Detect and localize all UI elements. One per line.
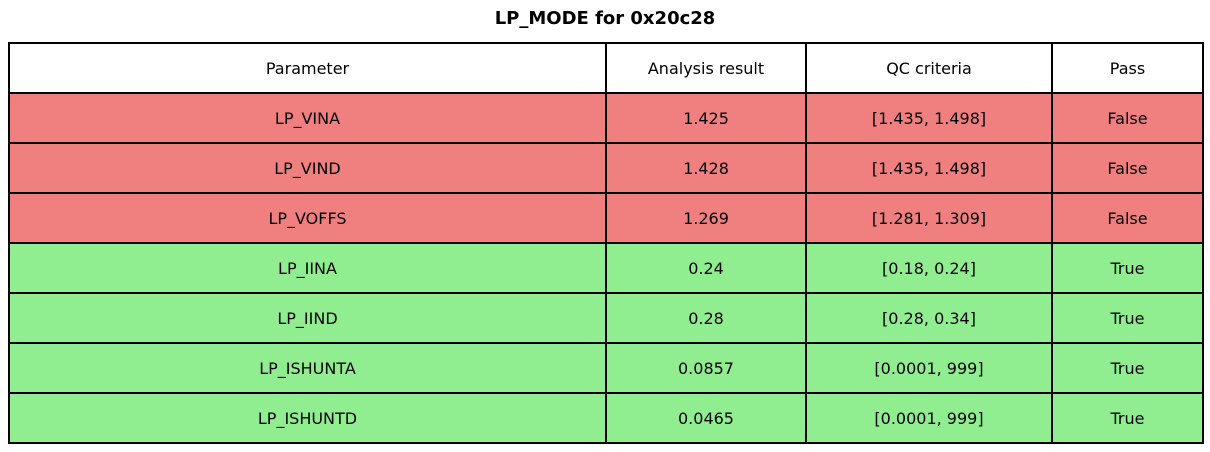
column-header-analysis-result: Analysis result — [605, 42, 807, 94]
cell-pass: False — [1051, 142, 1204, 194]
cell-analysis-result: 1.269 — [605, 192, 807, 244]
cell-qc-criteria: [0.0001, 999] — [805, 342, 1053, 394]
cell-qc-criteria: [1.435, 1.498] — [805, 142, 1053, 194]
table-header-row: Parameter Analysis result QC criteria Pa… — [8, 42, 1204, 94]
cell-analysis-result: 0.0465 — [605, 392, 807, 444]
table-row: LP_ISHUNTD 0.0465 [0.0001, 999] True — [8, 392, 1204, 444]
cell-parameter: LP_IINA — [8, 242, 607, 294]
cell-pass: True — [1051, 292, 1204, 344]
cell-pass: True — [1051, 242, 1204, 294]
cell-pass: True — [1051, 392, 1204, 444]
cell-parameter: LP_VIND — [8, 142, 607, 194]
column-header-qc-criteria: QC criteria — [805, 42, 1053, 94]
column-header-parameter: Parameter — [8, 42, 607, 94]
qc-results-table: Parameter Analysis result QC criteria Pa… — [8, 42, 1204, 444]
cell-qc-criteria: [0.18, 0.24] — [805, 242, 1053, 294]
cell-parameter: LP_VINA — [8, 92, 607, 144]
cell-analysis-result: 1.428 — [605, 142, 807, 194]
cell-qc-criteria: [0.0001, 999] — [805, 392, 1053, 444]
cell-pass: False — [1051, 192, 1204, 244]
cell-pass: False — [1051, 92, 1204, 144]
cell-qc-criteria: [1.435, 1.498] — [805, 92, 1053, 144]
cell-analysis-result: 0.28 — [605, 292, 807, 344]
page-title: LP_MODE for 0x20c28 — [494, 8, 716, 29]
cell-parameter: LP_VOFFS — [8, 192, 607, 244]
table-row: LP_VINA 1.425 [1.435, 1.498] False — [8, 92, 1204, 144]
cell-parameter: LP_IIND — [8, 292, 607, 344]
cell-analysis-result: 1.425 — [605, 92, 807, 144]
cell-parameter: LP_ISHUNTA — [8, 342, 607, 394]
table-row: LP_IIND 0.28 [0.28, 0.34] True — [8, 292, 1204, 344]
cell-analysis-result: 0.24 — [605, 242, 807, 294]
table-row: LP_IINA 0.24 [0.18, 0.24] True — [8, 242, 1204, 294]
cell-qc-criteria: [0.28, 0.34] — [805, 292, 1053, 344]
table-row: LP_VOFFS 1.269 [1.281, 1.309] False — [8, 192, 1204, 244]
cell-pass: True — [1051, 342, 1204, 394]
cell-parameter: LP_ISHUNTD — [8, 392, 607, 444]
table-row: LP_ISHUNTA 0.0857 [0.0001, 999] True — [8, 342, 1204, 394]
cell-qc-criteria: [1.281, 1.309] — [805, 192, 1053, 244]
table-row: LP_VIND 1.428 [1.435, 1.498] False — [8, 142, 1204, 194]
column-header-pass: Pass — [1051, 42, 1204, 94]
cell-analysis-result: 0.0857 — [605, 342, 807, 394]
